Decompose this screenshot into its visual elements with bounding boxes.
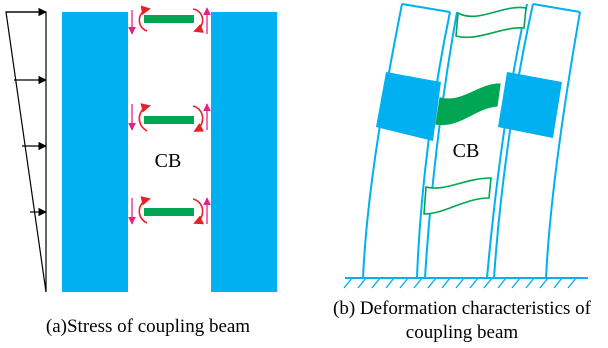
hatch [455, 277, 465, 289]
deformed-middle-pier [424, 3, 528, 279]
moment-arrow-left [138, 196, 151, 224]
hatch [357, 277, 367, 289]
middle-pier-right-edge [486, 3, 528, 279]
right-wall [211, 12, 277, 292]
hatch [483, 277, 493, 289]
ground-support [343, 277, 588, 289]
hatch [385, 277, 395, 289]
load-triangle [5, 11, 47, 293]
caption-b-line2: coupling beam [406, 322, 519, 343]
moment-arrow-right [192, 105, 205, 132]
panel-b: CB (b) Deformation characteristics of co… [333, 3, 592, 343]
moment-arrow-left [138, 5, 151, 32]
deformed-beam-bottom [423, 177, 492, 215]
left-wall-top-edge [401, 3, 451, 13]
hatch [427, 277, 437, 289]
lateral-load-diagram [5, 7, 47, 293]
moment-arrow-right [192, 198, 204, 225]
hatch [413, 277, 423, 289]
right-wall-beam-zone [498, 72, 562, 138]
hatch [469, 277, 479, 289]
right-wall-outer-edge [545, 11, 581, 279]
caption-a: (a)Stress of coupling beam [46, 316, 250, 337]
right-wall-inner-edge [493, 3, 534, 279]
hatch [567, 277, 577, 289]
middle-pier-left-edge [424, 11, 458, 279]
coupling-beam-middle [128, 103, 211, 132]
moment-arrow-right [192, 8, 204, 33]
beam-bar [144, 116, 194, 124]
deformed-left-wall [362, 3, 451, 279]
deformed-right-wall [493, 3, 581, 279]
caption-b-line1: (b) Deformation characteristics of [333, 298, 592, 319]
deformed-beam-middle [435, 83, 501, 126]
beam-bar [144, 208, 194, 216]
left-wall-beam-zone [376, 72, 441, 141]
coupling-beam-top [128, 5, 211, 35]
right-wall-top-edge [532, 3, 581, 13]
hatch [539, 277, 549, 289]
left-wall-inner-edge [416, 11, 451, 279]
hatch [399, 277, 409, 289]
left-wall [62, 12, 128, 292]
moment-arrow-left [138, 103, 151, 132]
beam-label: CB [453, 140, 480, 162]
hatch [553, 277, 563, 289]
hatch [343, 277, 353, 289]
hatch [511, 277, 521, 289]
hatch [441, 277, 451, 289]
coupling-beam-bottom [128, 196, 211, 225]
hatch [371, 277, 381, 289]
left-wall-outer-edge [362, 3, 403, 279]
hatch [497, 277, 507, 289]
beam-bar [144, 15, 194, 23]
deformed-beam-top [455, 6, 527, 39]
beam-label: CB [155, 150, 182, 172]
hatch [525, 277, 535, 289]
panel-a: CB (a)Stress of coupling beam [5, 5, 277, 337]
